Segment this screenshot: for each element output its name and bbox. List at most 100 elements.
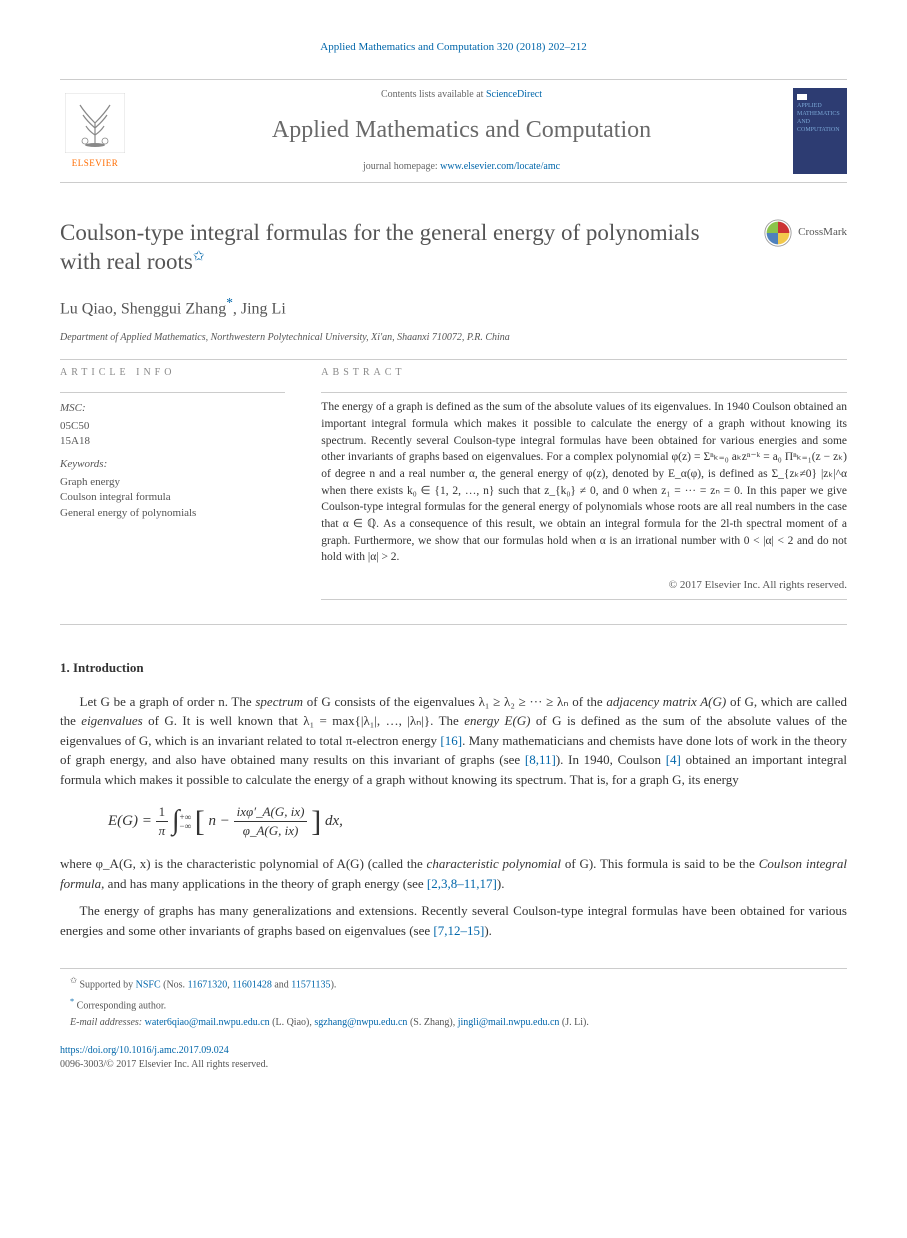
formula-tail: dx, bbox=[325, 813, 343, 829]
abstract-copyright: © 2017 Elsevier Inc. All rights reserved… bbox=[321, 578, 847, 593]
cover-corner-icon bbox=[797, 94, 807, 100]
publisher-logo: ELSEVIER bbox=[60, 88, 130, 174]
running-head: Applied Mathematics and Computation 320 … bbox=[60, 40, 847, 55]
formula-frac1: 1 π bbox=[156, 803, 169, 840]
abstract-head: abstract bbox=[321, 366, 847, 380]
citation-link[interactable]: [8,11] bbox=[525, 752, 556, 767]
title-block: Coulson-type integral formulas for the g… bbox=[60, 219, 847, 277]
info-abstract-row: article info MSC: 05C50 15A18 Keywords: … bbox=[60, 366, 847, 606]
footnote-asterisk-icon: * bbox=[70, 997, 74, 1006]
divider bbox=[321, 599, 847, 600]
formula-lhs: E(G) = bbox=[108, 813, 156, 829]
p2-c: of G). This formula is said to be the bbox=[561, 856, 759, 871]
p2-f: ). bbox=[497, 876, 505, 891]
msc-code: 15A18 bbox=[60, 434, 285, 449]
keyword: Coulson integral formula bbox=[60, 490, 285, 505]
email-name: (J. Li). bbox=[559, 1017, 588, 1028]
homepage-prefix: journal homepage: bbox=[363, 161, 440, 172]
p3-b: ). bbox=[484, 923, 492, 938]
page-footer: https://doi.org/10.1016/j.amc.2017.09.02… bbox=[60, 1044, 847, 1072]
p2-b: characteristic polynomial bbox=[427, 856, 562, 871]
corresponding-author-mark: * bbox=[226, 295, 233, 310]
contents-prefix: Contents lists available at bbox=[381, 89, 486, 100]
footnote-emails: E-mail addresses: water6qiao@mail.nwpu.e… bbox=[60, 1016, 847, 1030]
section-heading: 1. Introduction bbox=[60, 659, 847, 677]
crossmark-badge[interactable]: CrossMark bbox=[764, 219, 847, 247]
formula-inner-a: n − bbox=[209, 813, 234, 829]
journal-cover-thumbnail: APPLIED MATHEMATICS AND COMPUTATION bbox=[793, 88, 847, 174]
integral-icon: ∫ bbox=[172, 810, 180, 832]
citation-link[interactable]: [2,3,8–11,17] bbox=[427, 876, 497, 891]
grant-link[interactable]: 11571135 bbox=[291, 980, 330, 991]
crossmark-icon bbox=[764, 219, 792, 247]
sciencedirect-link[interactable]: ScienceDirect bbox=[486, 89, 542, 100]
masthead-center: Contents lists available at ScienceDirec… bbox=[142, 88, 781, 174]
abstract-column: abstract The energy of a graph is define… bbox=[321, 366, 847, 606]
email-link[interactable]: jingli@mail.nwpu.edu.cn bbox=[458, 1017, 560, 1028]
p1-k: ). In 1940, Coulson bbox=[556, 752, 666, 767]
p2-e: , and has many applications in the theor… bbox=[101, 876, 427, 891]
fn1-e: ). bbox=[331, 980, 337, 991]
p1-c: of G consists of the eigenvalues λ₁ ≥ λ₂… bbox=[303, 694, 606, 709]
keyword: General energy of polynomials bbox=[60, 506, 285, 521]
doi-link[interactable]: https://doi.org/10.1016/j.amc.2017.09.02… bbox=[60, 1045, 229, 1056]
divider bbox=[321, 392, 847, 393]
article-title: Coulson-type integral formulas for the g… bbox=[60, 219, 744, 277]
fn1-b: (Nos. bbox=[161, 980, 188, 991]
lim-bot: −∞ bbox=[180, 822, 192, 831]
divider bbox=[60, 359, 847, 360]
journal-masthead: ELSEVIER Contents lists available at Sci… bbox=[60, 79, 847, 183]
footnote-star-icon: ✩ bbox=[70, 976, 77, 985]
p1-f: eigenvalues bbox=[81, 713, 142, 728]
footnote-funding: ✩ Supported by NSFC (Nos. 11671320, 1160… bbox=[60, 975, 847, 992]
grant-link[interactable]: 11601428 bbox=[232, 980, 272, 991]
affiliation: Department of Applied Mathematics, North… bbox=[60, 331, 847, 345]
bracket-right-icon: ] bbox=[311, 810, 321, 834]
p1-a: Let G be a graph of order n. The bbox=[80, 694, 256, 709]
display-formula: E(G) = 1 π ∫+∞−∞ [ n − ixφ′_A(G, ix) φ_A… bbox=[108, 803, 847, 840]
grant-link[interactable]: 11671320 bbox=[188, 980, 228, 991]
email-link[interactable]: water6qiao@mail.nwpu.edu.cn bbox=[145, 1017, 270, 1028]
abstract-text: The energy of a graph is defined as the … bbox=[321, 399, 847, 566]
journal-homepage-line: journal homepage: www.elsevier.com/locat… bbox=[142, 160, 781, 174]
article-info-head: article info bbox=[60, 366, 285, 380]
p1-h: energy E(G) bbox=[464, 713, 530, 728]
email-link[interactable]: sgzhang@nwpu.edu.cn bbox=[314, 1017, 407, 1028]
p1-b: spectrum bbox=[255, 694, 303, 709]
authors-line: Lu Qiao, Shenggui Zhang*, Jing Li bbox=[60, 294, 847, 321]
p1-d: adjacency matrix A(G) bbox=[606, 694, 726, 709]
frac-num: 1 bbox=[156, 803, 169, 822]
citation-link[interactable]: [4] bbox=[666, 752, 681, 767]
article-info-column: article info MSC: 05C50 15A18 Keywords: … bbox=[60, 366, 285, 606]
elsevier-tree-icon bbox=[65, 93, 125, 153]
crossmark-label: CrossMark bbox=[798, 225, 847, 240]
title-footnote-star-icon: ✩ bbox=[193, 249, 205, 264]
frac-den: φ_A(G, ix) bbox=[234, 822, 308, 840]
body-paragraph: where φ_A(G, x) is the characteristic po… bbox=[60, 854, 847, 893]
email-label: E-mail addresses: bbox=[70, 1017, 145, 1028]
email-name: (S. Zhang), bbox=[407, 1017, 457, 1028]
frac-num: ixφ′_A(G, ix) bbox=[234, 803, 308, 822]
divider bbox=[60, 392, 285, 393]
fn2-text: Corresponding author. bbox=[77, 1000, 166, 1011]
publisher-wordmark: ELSEVIER bbox=[72, 157, 119, 170]
p1-g: of G. It is well known that λ₁ = max{|λ₁… bbox=[143, 713, 465, 728]
citation-link[interactable]: [7,12–15] bbox=[433, 923, 484, 938]
keyword: Graph energy bbox=[60, 475, 285, 490]
journal-homepage-link[interactable]: www.elsevier.com/locate/amc bbox=[440, 161, 560, 172]
contents-available-line: Contents lists available at ScienceDirec… bbox=[142, 88, 781, 102]
citation-link[interactable]: [16] bbox=[440, 733, 462, 748]
fn1-d: and bbox=[272, 980, 291, 991]
keywords-label: Keywords: bbox=[60, 457, 285, 472]
divider bbox=[60, 624, 847, 625]
funder-link[interactable]: NSFC bbox=[136, 980, 161, 991]
authors-names: Lu Qiao, Shenggui Zhang bbox=[60, 301, 226, 318]
email-name: (L. Qiao), bbox=[270, 1017, 315, 1028]
footnotes-block: ✩ Supported by NSFC (Nos. 11671320, 1160… bbox=[60, 968, 847, 1030]
formula-frac2: ixφ′_A(G, ix) φ_A(G, ix) bbox=[234, 803, 308, 840]
authors-tail: , Jing Li bbox=[233, 301, 286, 318]
msc-label: MSC: bbox=[60, 401, 285, 416]
issn-copyright: 0096-3003/© 2017 Elsevier Inc. All right… bbox=[60, 1059, 268, 1070]
fn1-a: Supported by bbox=[79, 980, 135, 991]
p2-a: where φ_A(G, x) is the characteristic po… bbox=[60, 856, 427, 871]
